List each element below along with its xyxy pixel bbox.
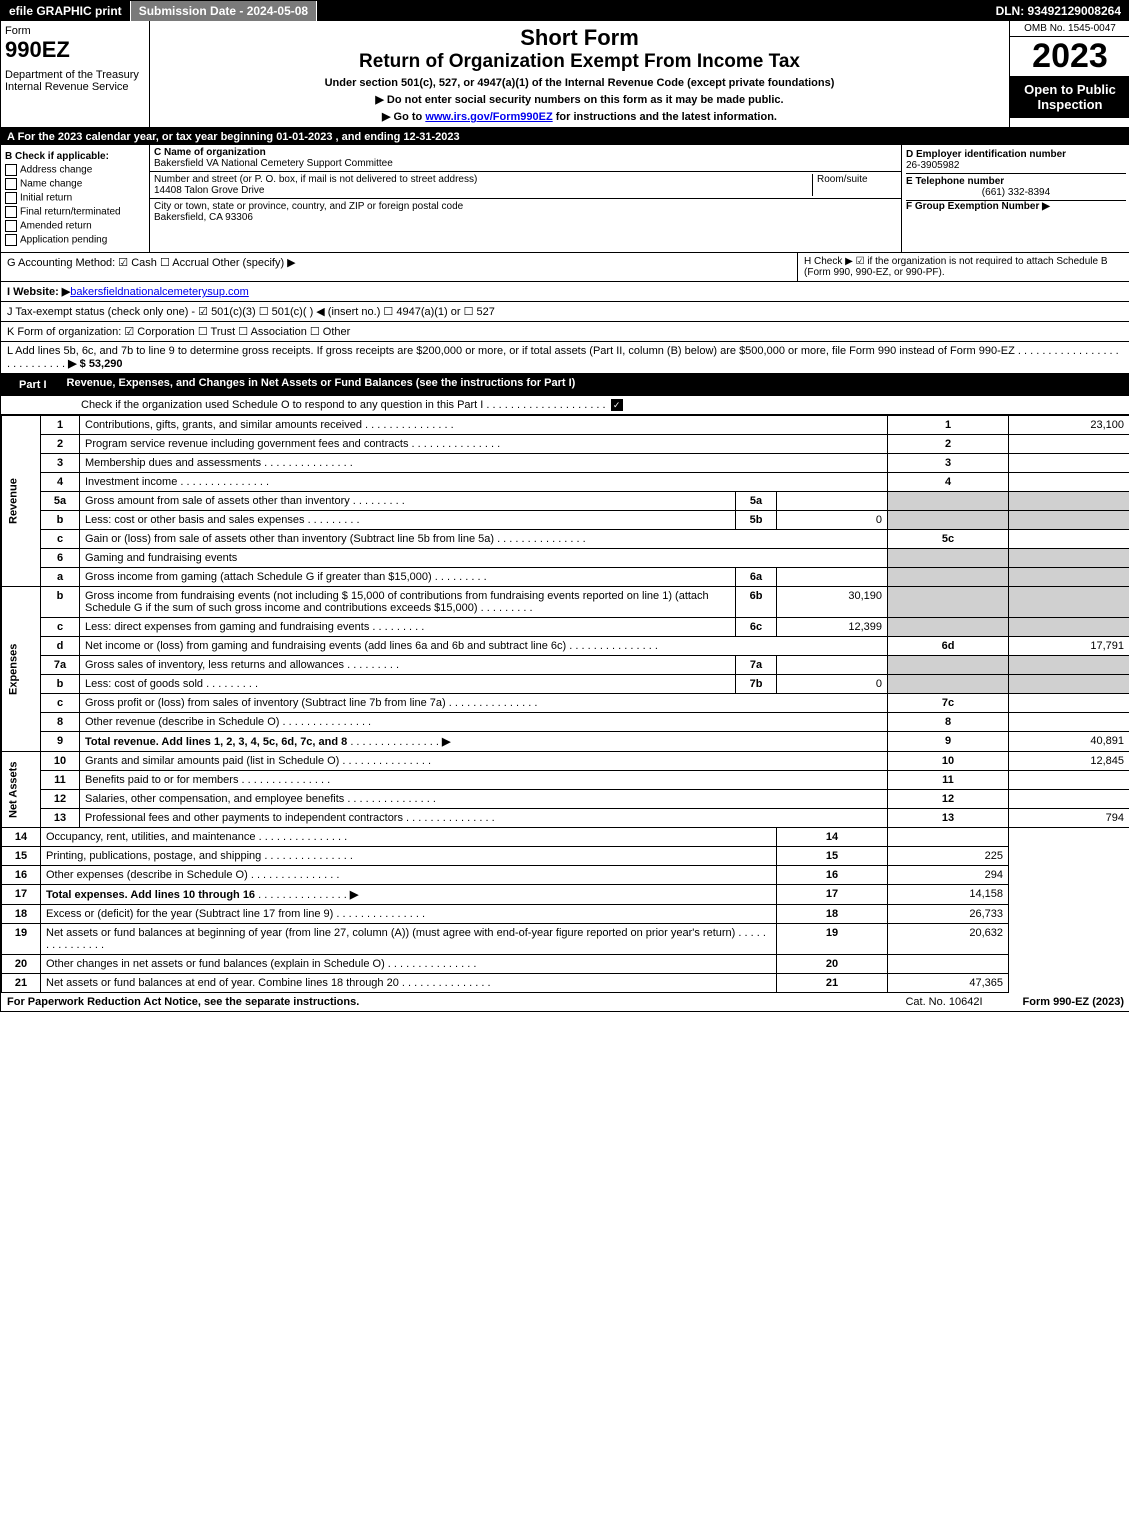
line-3: 3Membership dues and assessments . . . .… [2, 454, 1129, 473]
form-number: 990EZ [5, 37, 145, 63]
line-6a: aGross income from gaming (attach Schedu… [2, 568, 1129, 587]
f-group-label: F Group Exemption Number ▶ [906, 201, 1126, 212]
line-6c: cLess: direct expenses from gaming and f… [2, 618, 1129, 637]
row-l-gross-receipts: L Add lines 5b, 6c, and 7b to line 9 to … [1, 342, 1129, 374]
line-15: 15Printing, publications, postage, and s… [2, 847, 1129, 866]
line-19: 19Net assets or fund balances at beginni… [2, 924, 1129, 955]
open-public: Open to Public Inspection [1010, 76, 1129, 118]
b-header: B Check if applicable: [5, 151, 145, 162]
section-rev: Revenue [2, 416, 41, 587]
submission-date: Submission Date - 2024-05-08 [131, 1, 317, 21]
line-7a: 7aGross sales of inventory, less returns… [2, 656, 1129, 675]
footer-left: For Paperwork Reduction Act Notice, see … [7, 996, 359, 1008]
row-i-website: I Website: ▶bakersfieldnationalcemeterys… [1, 282, 1129, 302]
chk-address-change[interactable]: Address change [5, 164, 145, 176]
section-na: Net Assets [2, 752, 41, 828]
line-8: 8Other revenue (describe in Schedule O) … [2, 713, 1129, 732]
line-21: 21Net assets or fund balances at end of … [2, 974, 1129, 993]
subtitle-goto: ▶ Go to www.irs.gov/Form990EZ for instru… [154, 110, 1005, 123]
form-header: Form 990EZ Department of the Treasury In… [1, 21, 1129, 129]
line-2: 2Program service revenue including gover… [2, 435, 1129, 454]
part-i-title: Revenue, Expenses, and Changes in Net As… [67, 377, 576, 393]
dln: DLN: 93492129008264 [988, 1, 1129, 21]
section-d-e-f: D Employer identification number 26-3905… [902, 145, 1129, 252]
line-16: 16Other expenses (describe in Schedule O… [2, 866, 1129, 885]
subtitle-ssn: ▶ Do not enter social security numbers o… [154, 93, 1005, 106]
line-1: Revenue1Contributions, gifts, grants, an… [2, 416, 1129, 435]
line-7c: cGross profit or (loss) from sales of in… [2, 694, 1129, 713]
line-6d: dNet income or (loss) from gaming and fu… [2, 637, 1129, 656]
subtitle-section: Under section 501(c), 527, or 4947(a)(1)… [154, 77, 1005, 89]
line-17: 17Total expenses. Add lines 10 through 1… [2, 885, 1129, 905]
part-i-header: Part I Revenue, Expenses, and Changes in… [1, 374, 1129, 396]
chk-final-return[interactable]: Final return/terminated [5, 206, 145, 218]
part-i-label: Part I [7, 377, 59, 393]
line-6: 6Gaming and fundraising events [2, 549, 1129, 568]
line-14: 14Occupancy, rent, utilities, and mainte… [2, 828, 1129, 847]
line-5a: 5aGross amount from sale of assets other… [2, 492, 1129, 511]
tax-year: 2023 [1010, 37, 1129, 76]
line-6b: ExpensesbGross income from fundraising e… [2, 587, 1129, 618]
line-18: 18Excess or (deficit) for the year (Subt… [2, 905, 1129, 924]
part-i-table: Revenue1Contributions, gifts, grants, an… [1, 415, 1129, 993]
efile-label[interactable]: efile GRAPHIC print [1, 1, 131, 21]
line-4: 4Investment income . . . . . . . . . . .… [2, 473, 1129, 492]
line-9: 9Total revenue. Add lines 1, 2, 3, 4, 5c… [2, 732, 1129, 752]
section-c: C Name of organization Bakersfield VA Na… [150, 145, 902, 252]
footer-cat: Cat. No. 10642I [905, 996, 982, 1008]
org-address: 14408 Talon Grove Drive [154, 185, 812, 196]
footer-right: Form 990-EZ (2023) [1023, 996, 1124, 1008]
line-5c: cGain or (loss) from sale of assets othe… [2, 530, 1129, 549]
line-12: 12Salaries, other compensation, and empl… [2, 790, 1129, 809]
telephone: (661) 332-8394 [906, 187, 1126, 198]
org-name: Bakersfield VA National Cemetery Support… [154, 158, 897, 169]
row-g-accounting: G Accounting Method: ☑ Cash ☐ Accrual Ot… [1, 253, 798, 282]
c-city-label: City or town, state or province, country… [154, 201, 897, 212]
form-page: efile GRAPHIC print Submission Date - 20… [0, 0, 1129, 1012]
e-tel-label: E Telephone number [906, 176, 1126, 187]
row-h-schedule-b: H Check ▶ ☑ if the organization is not r… [798, 253, 1129, 282]
line-5b: bLess: cost or other basis and sales exp… [2, 511, 1129, 530]
title-return: Return of Organization Exempt From Incom… [154, 51, 1005, 73]
chk-application-pending[interactable]: Application pending [5, 234, 145, 246]
line-20: 20Other changes in net assets or fund ba… [2, 955, 1129, 974]
website-link[interactable]: bakersfieldnationalcemeterysup.com [70, 286, 249, 298]
row-a-taxyear: A For the 2023 calendar year, or tax yea… [1, 129, 1129, 145]
topbar: efile GRAPHIC print Submission Date - 20… [1, 1, 1129, 21]
ein-value: 26-3905982 [906, 160, 1126, 171]
d-ein-label: D Employer identification number [906, 149, 1126, 160]
chk-name-change[interactable]: Name change [5, 178, 145, 190]
org-city: Bakersfield, CA 93306 [154, 212, 897, 223]
irs-link[interactable]: www.irs.gov/Form990EZ [425, 111, 552, 123]
row-k-form-org: K Form of organization: ☑ Corporation ☐ … [1, 322, 1129, 342]
c-addr-label: Number and street (or P. O. box, if mail… [154, 174, 812, 185]
line-13: 13Professional fees and other payments t… [2, 809, 1129, 828]
section-b: B Check if applicable: Address change Na… [1, 145, 150, 252]
room-suite-label: Room/suite [812, 174, 897, 196]
form-word: Form [5, 25, 145, 37]
line-10: Net Assets10Grants and similar amounts p… [2, 752, 1129, 771]
chk-amended-return[interactable]: Amended return [5, 220, 145, 232]
part-i-check-o: Check if the organization used Schedule … [1, 396, 1129, 415]
block-b-c-d: B Check if applicable: Address change Na… [1, 145, 1129, 253]
department: Department of the Treasury Internal Reve… [5, 69, 145, 93]
section-exp: Expenses [2, 587, 41, 752]
c-name-label: C Name of organization [154, 147, 897, 158]
page-footer: For Paperwork Reduction Act Notice, see … [1, 993, 1129, 1011]
omb-number: OMB No. 1545-0047 [1010, 21, 1129, 37]
chk-initial-return[interactable]: Initial return [5, 192, 145, 204]
title-short-form: Short Form [154, 25, 1005, 51]
row-j-tax-exempt: J Tax-exempt status (check only one) - ☑… [1, 302, 1129, 322]
line-7b: bLess: cost of goods sold . . . . . . . … [2, 675, 1129, 694]
line-11: 11Benefits paid to or for members . . . … [2, 771, 1129, 790]
